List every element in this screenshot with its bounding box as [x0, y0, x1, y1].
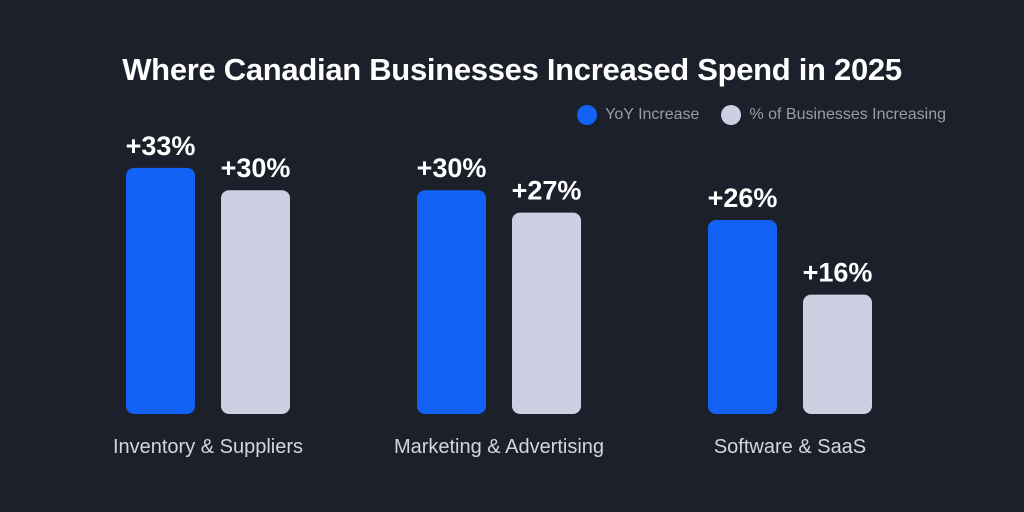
data-label: +30% [417, 153, 487, 183]
data-label: +16% [803, 258, 873, 288]
legend-item-yoy: YoY Increase [577, 105, 699, 125]
bar-yoy-1 [417, 190, 486, 414]
legend-swatch-gray [721, 105, 742, 125]
bar-yoy-2 [708, 220, 777, 414]
legend-swatch-blue [577, 105, 598, 125]
category-label: Inventory & Suppliers [113, 436, 303, 458]
legend-label: YoY Increase [605, 106, 700, 123]
data-label: +33% [126, 131, 196, 161]
data-label: +27% [512, 176, 582, 206]
chart-title: Where Canadian Businesses Increased Spen… [122, 52, 902, 87]
category-label: Software & SaaS [714, 436, 866, 458]
bar-businesses-1 [512, 212, 581, 414]
bar-businesses-2 [803, 294, 872, 414]
bar-businesses-0 [221, 190, 290, 414]
legend: YoY Increase % of Businesses Increasing [577, 105, 946, 125]
legend-label: % of Businesses Increasing [749, 106, 946, 123]
legend-item-businesses: % of Businesses Increasing [721, 105, 946, 125]
data-label: +30% [221, 153, 291, 183]
category-label: Marketing & Advertising [394, 436, 604, 458]
data-label: +26% [708, 183, 778, 213]
bar-yoy-0 [126, 167, 195, 414]
